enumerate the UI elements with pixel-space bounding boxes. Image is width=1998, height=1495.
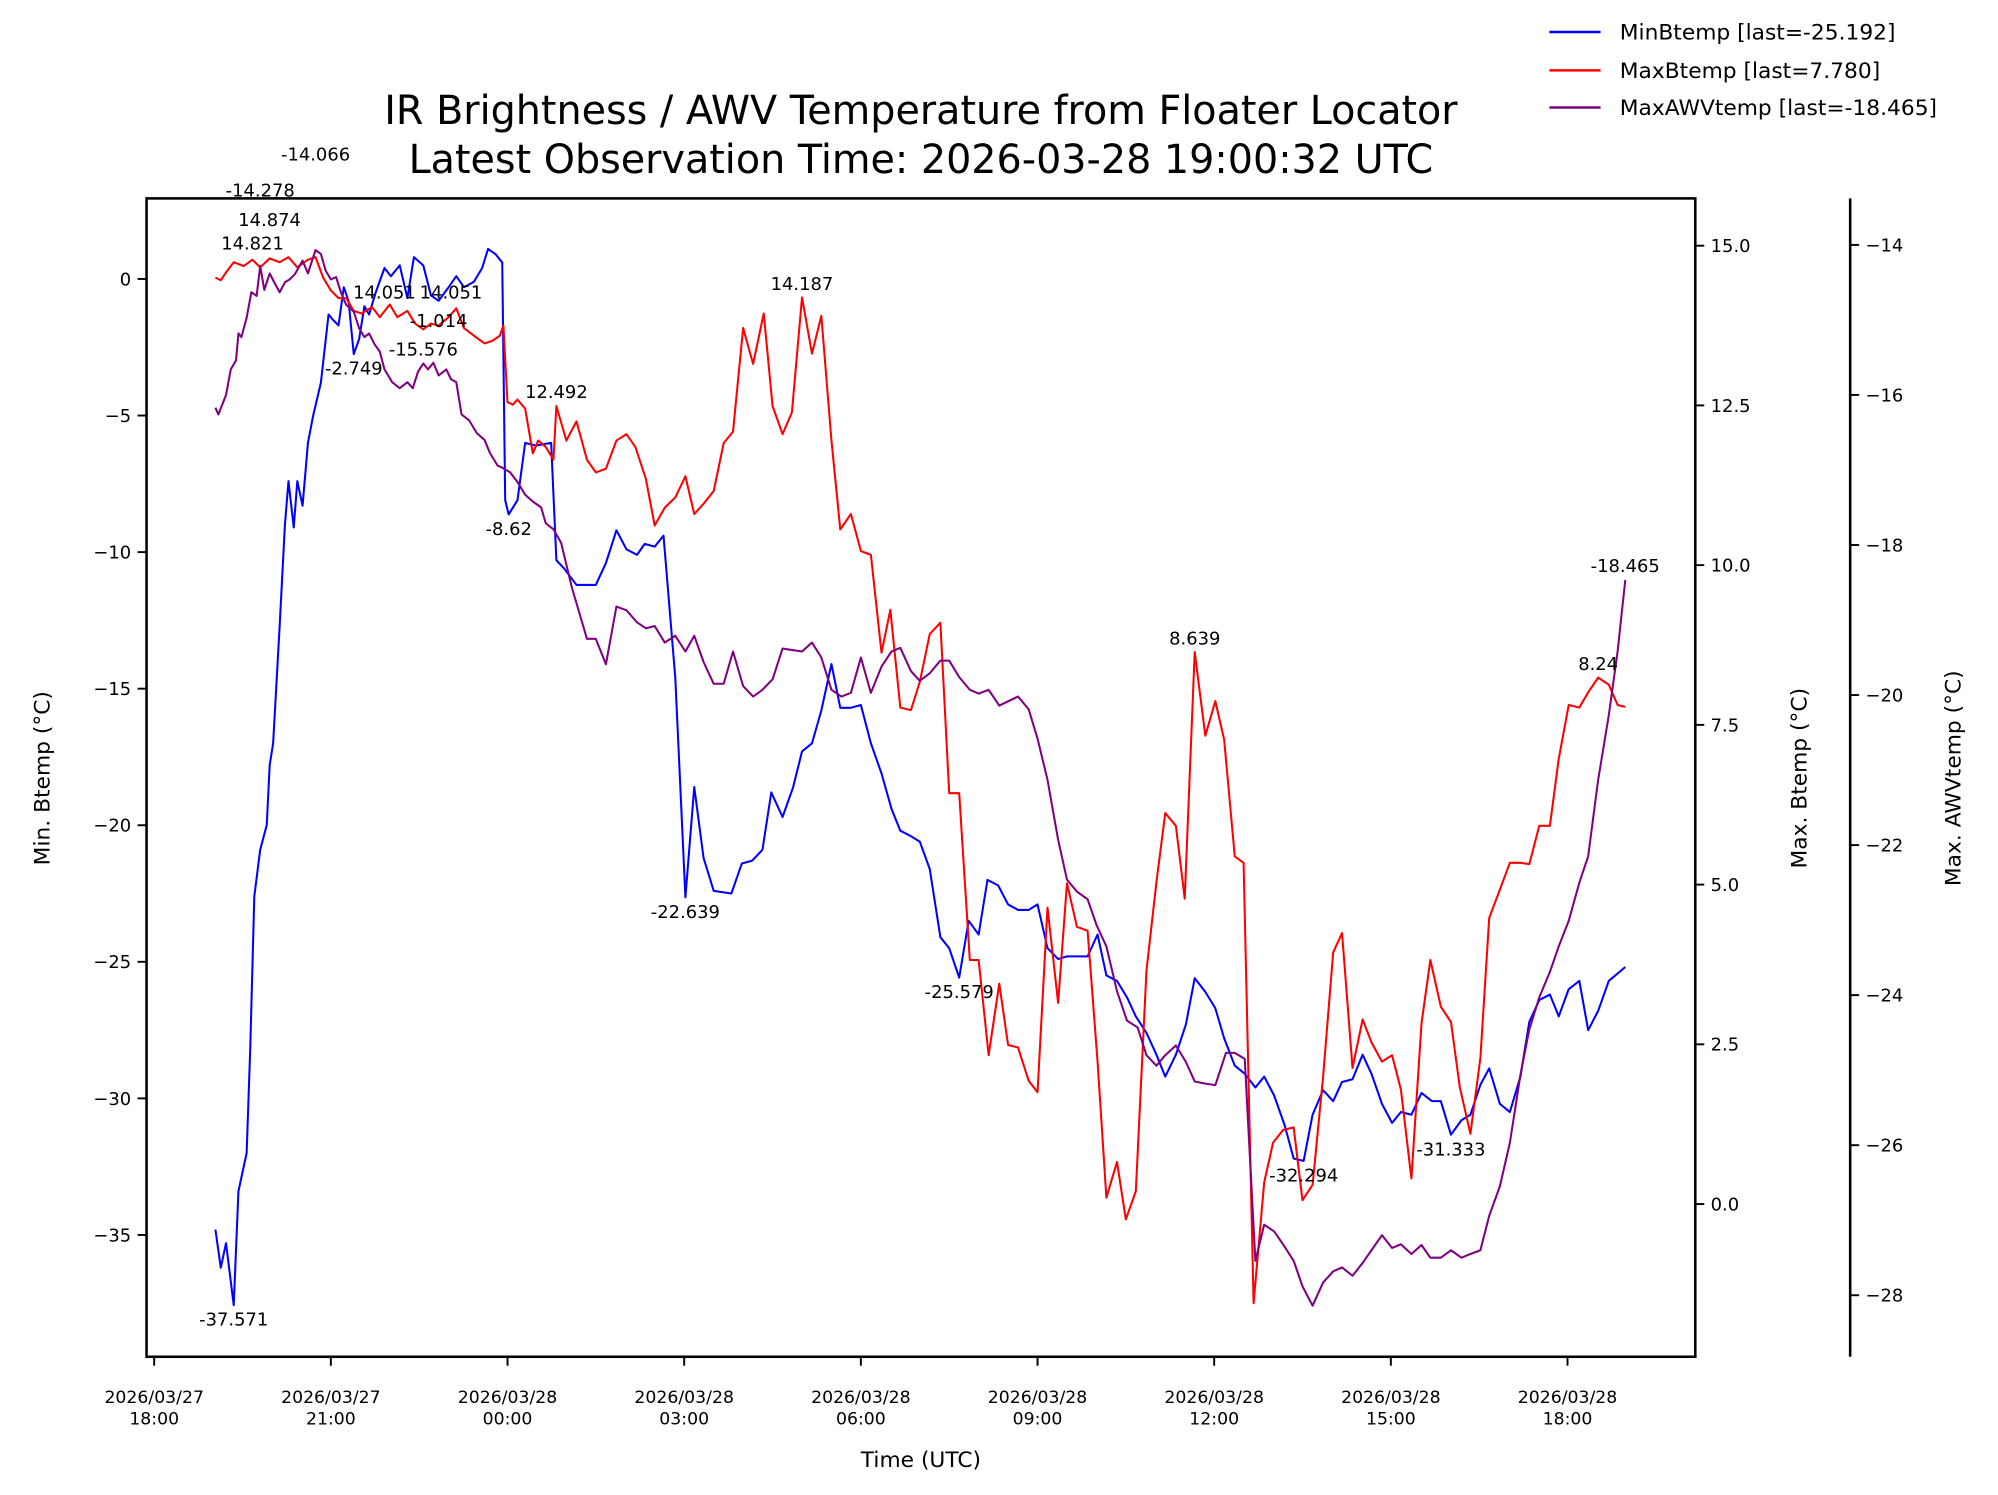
y-tick-label-min: −20 [93,816,131,837]
y-tick-label-awv: −22 [1866,836,1904,857]
y-tick-label-awv: −28 [1866,1286,1904,1307]
y-axis-label-min: Min. Btemp (°C) [30,691,55,865]
data-label: -2.749 [325,359,383,380]
chart-subtitle: Latest Observation Time: 2026-03-28 19:0… [409,137,1434,183]
x-tick-label-time: 21:00 [306,1410,356,1430]
y-tick-label-max: 0.0 [1711,1194,1739,1215]
data-label: -25.579 [925,982,994,1003]
legend-label-max: MaxBtemp [last=7.780] [1620,59,1880,84]
x-tick-label-time: 18:00 [1543,1410,1593,1430]
y-tick-label-min: −25 [93,952,131,973]
axis-layer: 2026/03/2718:002026/03/2721:002026/03/28… [93,235,1903,1429]
data-label: -15.576 [389,339,458,360]
y-tick-label-max: 2.5 [1711,1035,1739,1056]
y-tick-label-min: 0 [120,269,131,290]
x-tick-label-date: 2026/03/27 [281,1388,381,1408]
data-label: -14.278 [226,181,295,202]
x-tick-label-time: 15:00 [1366,1410,1416,1430]
x-tick-label-time: 06:00 [836,1410,886,1430]
data-label: 14.051 [353,283,416,304]
y-tick-label-awv: −24 [1866,986,1904,1007]
x-tick-label-time: 12:00 [1189,1410,1239,1430]
y-tick-label-max: 10.0 [1711,556,1751,577]
x-axis-label: Time (UTC) [860,1448,981,1473]
y-tick-label-awv: −16 [1866,385,1904,406]
series-line-awv [214,249,1627,1307]
x-tick-label-date: 2026/03/28 [988,1388,1088,1408]
annotation-layer: -37.571 -2.749 -1.014 -8.62 -22.639 -25.579 -3… [199,144,1660,1330]
data-label: -32.294 [1269,1166,1338,1187]
data-label: 14.187 [771,274,834,295]
data-label: 14.874 [238,210,301,231]
x-tick-label-time: 03:00 [659,1410,709,1430]
y-tick-label-awv: −26 [1866,1136,1904,1157]
x-tick-label-time: 09:00 [1013,1410,1063,1430]
data-label: 14.821 [221,233,284,254]
legend: MinBtemp [last=-25.192] MaxBtemp [last=7… [1549,21,1937,121]
legend-label-awv: MaxAWVtemp [last=-18.465] [1620,96,1937,121]
data-label: -22.639 [651,902,720,923]
y-tick-label-min: −30 [93,1089,131,1110]
x-tick-label-date: 2026/03/28 [1164,1388,1264,1408]
x-tick-label-time: 00:00 [483,1410,533,1430]
x-tick-label-date: 2026/03/28 [634,1388,734,1408]
series-line-max [214,256,1626,1305]
x-tick-label-date: 2026/03/28 [811,1388,911,1408]
data-label: 14.051 [420,283,483,304]
y-tick-label-awv: −20 [1866,685,1904,706]
x-tick-label-time: 18:00 [129,1410,179,1430]
y-tick-label-max: 7.5 [1711,715,1739,736]
y-tick-label-min: −5 [105,406,131,427]
y-tick-label-awv: −14 [1866,235,1904,256]
y-tick-label-max: 5.0 [1711,875,1739,896]
data-label: 8.639 [1169,628,1220,649]
y-tick-label-min: −35 [93,1225,131,1246]
data-label: -31.333 [1416,1139,1485,1160]
y-axis-label-awv: Max. AWVtemp (°C) [1941,670,1966,886]
data-label: -14.066 [281,144,350,165]
data-label: -1.014 [410,311,468,332]
y-tick-label-awv: −18 [1866,535,1904,556]
y-axis-label-max: Max. Btemp (°C) [1788,688,1813,869]
data-label: -37.571 [199,1310,268,1331]
legend-label-min: MinBtemp [last=-25.192] [1620,21,1896,46]
chart-title: IR Brightness / AWV Temperature from Flo… [384,88,1458,134]
y-tick-label-min: −15 [93,679,131,700]
y-tick-label-min: −10 [93,543,131,564]
y-tick-label-max: 12.5 [1711,396,1751,417]
data-label: 8.24 [1578,654,1618,675]
x-tick-label-date: 2026/03/28 [1518,1388,1618,1408]
data-label: -8.62 [486,519,532,540]
y-tick-label-max: 15.0 [1711,236,1751,257]
plot-frame [145,197,1697,1359]
series-line-min [214,247,1626,1307]
data-label: 12.492 [525,382,588,403]
x-tick-label-date: 2026/03/28 [458,1388,558,1408]
data-label: -18.465 [1591,556,1660,577]
series-layer [214,247,1627,1307]
x-tick-label-date: 2026/03/28 [1341,1388,1441,1408]
x-tick-label-date: 2026/03/27 [104,1388,204,1408]
